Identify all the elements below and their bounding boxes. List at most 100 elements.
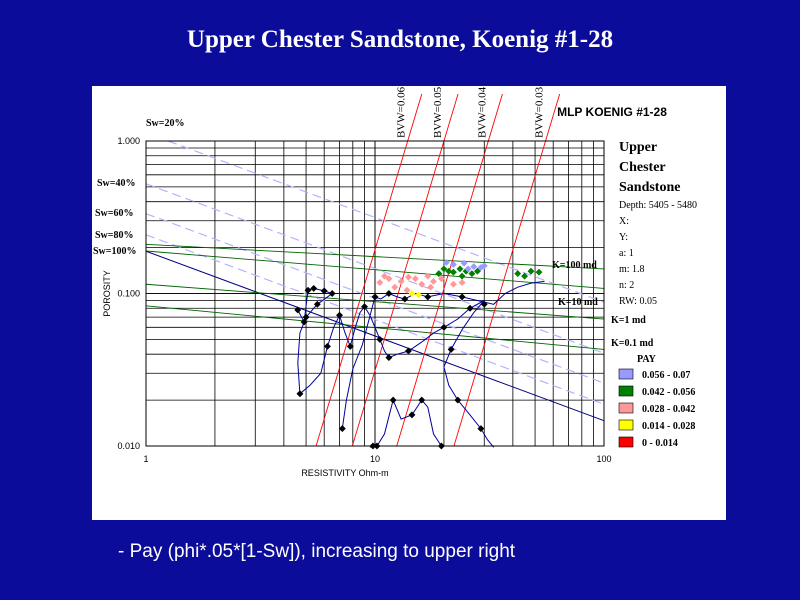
point-green	[473, 267, 481, 275]
point-black	[385, 289, 393, 298]
plot-frame	[145, 140, 605, 447]
perm-label: K=100 md	[552, 260, 597, 271]
legend-swatch	[618, 368, 634, 380]
y-tick-label: 1.000	[117, 136, 140, 146]
perm-line	[145, 243, 605, 270]
point-lavender	[464, 265, 472, 273]
zone-label: Chester	[619, 160, 666, 175]
zone-label: Upper	[619, 140, 657, 155]
bullet-text: - Pay (phi*.05*[1-Sw]), increasing to up…	[118, 541, 516, 562]
point-pink	[404, 273, 413, 281]
bvw-label: BVW=0.04	[476, 86, 488, 138]
point-pink	[380, 272, 389, 280]
point-pink	[458, 278, 466, 287]
points-layer	[294, 258, 543, 450]
point-black	[477, 425, 485, 433]
bvw-line	[315, 93, 423, 447]
point-black	[328, 289, 336, 298]
point-black	[346, 342, 354, 350]
slide-title: Upper Chester Sandstone, Koenig #1-28	[186, 26, 614, 53]
point-black	[300, 318, 308, 326]
point-green	[445, 267, 453, 275]
point-black	[389, 396, 397, 404]
point-pink	[376, 278, 384, 287]
grid-layer	[145, 140, 605, 447]
sw-line	[145, 250, 605, 422]
point-black	[323, 342, 332, 350]
zone-label: Sandstone	[619, 180, 680, 195]
point-green	[514, 270, 522, 278]
point-black	[408, 411, 416, 419]
point-pink	[385, 275, 393, 283]
sw-label: Sw=40%	[97, 178, 135, 189]
point-black	[401, 295, 409, 303]
param-label: X:	[619, 216, 629, 227]
point-black	[418, 396, 426, 404]
legend-label: 0.042 - 0.056	[642, 387, 695, 398]
point-pink	[449, 280, 457, 288]
point-black	[371, 293, 379, 301]
sw-label: Sw=60%	[95, 208, 133, 219]
point-pink	[424, 272, 432, 280]
legend-title: PAY	[637, 354, 657, 365]
point-black	[338, 425, 346, 433]
point-black	[447, 345, 455, 353]
point-pink	[427, 283, 435, 291]
point-pink	[397, 277, 405, 285]
perm-line	[145, 250, 605, 289]
point-black	[304, 286, 312, 294]
param-label: a: 1	[619, 248, 634, 259]
point-lavender	[470, 263, 478, 271]
point-pink	[403, 286, 411, 294]
trace-line	[341, 280, 545, 429]
point-green	[468, 270, 476, 278]
point-yellow	[415, 291, 423, 299]
legend-label: 0.028 - 0.042	[642, 404, 695, 415]
point-lavender	[480, 262, 488, 270]
sw-label: Sw=80%	[95, 230, 133, 241]
point-yellow	[408, 289, 416, 298]
point-black	[404, 347, 413, 355]
point-green	[458, 272, 466, 280]
point-green	[456, 265, 464, 273]
point-black	[376, 335, 384, 343]
chart-title: MLP KOENIG #1-28	[557, 105, 667, 119]
point-pink	[437, 275, 445, 283]
point-green	[435, 270, 443, 278]
point-black	[310, 284, 318, 292]
point-black	[458, 293, 466, 301]
y-axis-label: POROSITY	[102, 270, 112, 317]
bvw-line	[453, 93, 561, 447]
sw-line	[145, 183, 605, 354]
bvw-label: BVW=0.06	[396, 86, 408, 138]
point-black	[294, 306, 302, 314]
point-black	[320, 287, 328, 295]
point-black	[360, 303, 369, 311]
point-lavender	[449, 260, 457, 269]
legend-label: 0.014 - 0.028	[642, 421, 695, 432]
legend-swatch	[618, 419, 634, 431]
point-black	[296, 390, 304, 398]
x-axis-label: RESISTIVITY Ohm-m	[301, 468, 388, 478]
param-label: Y:	[619, 232, 628, 243]
bvw-label: BVW=0.03	[534, 86, 546, 138]
point-green	[527, 267, 535, 275]
legend-label: 0.056 - 0.07	[642, 370, 690, 381]
point-lavender	[442, 258, 450, 266]
point-green	[535, 268, 543, 276]
point-green	[449, 268, 457, 276]
point-black	[424, 293, 432, 301]
perm-label: K=10 md	[558, 297, 598, 308]
param-label: m: 1.8	[619, 264, 645, 275]
chart-svg: BVW=0.06 BVW=0.05 BVW=0.04 BVW=0.03 1 10 100 0.…	[93, 86, 697, 478]
reference-lines-layer	[145, 93, 605, 447]
param-label: n: 2	[619, 280, 634, 291]
bvw-label: BVW=0.05	[432, 86, 444, 138]
point-pink	[418, 280, 426, 288]
point-black	[466, 304, 474, 312]
perm-line	[145, 283, 605, 320]
y-tick-label: 0.100	[117, 289, 140, 299]
sw-label: Sw=20%	[146, 118, 184, 129]
point-black	[335, 311, 344, 319]
point-green	[521, 272, 529, 280]
